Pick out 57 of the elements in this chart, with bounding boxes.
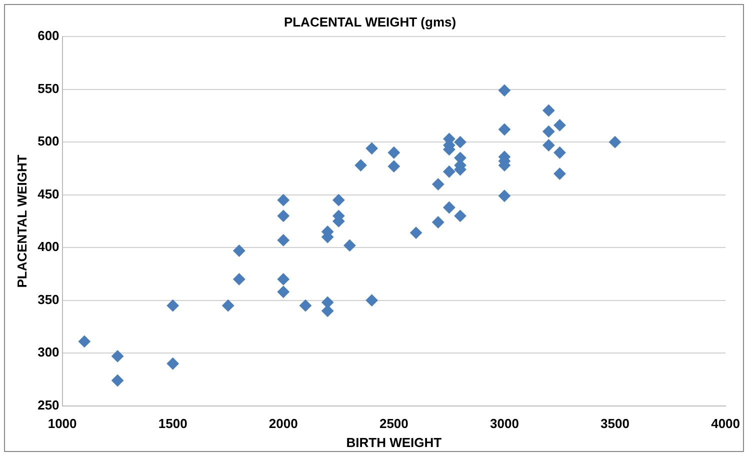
x-tick-label: 4000 xyxy=(711,416,740,432)
point xyxy=(112,350,124,362)
point xyxy=(554,146,566,159)
x-tick-label: 1500 xyxy=(158,416,188,432)
point xyxy=(443,166,456,178)
x-tick-label: 1000 xyxy=(48,416,77,432)
point xyxy=(344,239,356,252)
x-axis-title: BIRTH WEIGHT xyxy=(346,434,442,450)
point xyxy=(112,374,124,386)
point xyxy=(366,142,378,154)
y-tick-label: 450 xyxy=(38,186,60,202)
x-tick-label: 2000 xyxy=(268,416,298,432)
x-tick-label: 3500 xyxy=(600,416,630,432)
point xyxy=(322,296,334,308)
point xyxy=(498,123,510,136)
point xyxy=(542,139,555,152)
y-tick-label: 550 xyxy=(38,80,60,96)
chart-title: PLACENTAL WEIGHT (gms) xyxy=(284,14,456,30)
point xyxy=(542,126,555,138)
point xyxy=(277,210,290,222)
y-axis-title: PLACENTAL WEIGHT xyxy=(14,154,30,288)
point xyxy=(277,194,290,206)
point xyxy=(277,286,290,298)
point xyxy=(542,104,555,116)
point xyxy=(166,358,179,370)
point xyxy=(166,300,179,312)
point xyxy=(410,226,422,239)
x-tick-label: 2500 xyxy=(379,416,408,432)
point xyxy=(277,234,290,246)
point xyxy=(388,146,400,159)
point xyxy=(432,216,444,228)
point xyxy=(366,294,378,306)
y-tick-label: 500 xyxy=(38,134,60,149)
point xyxy=(233,273,246,286)
point xyxy=(432,178,444,190)
y-tick-label: 400 xyxy=(38,239,60,254)
y-tick-label: 350 xyxy=(38,292,60,307)
y-tick-label: 250 xyxy=(38,397,60,412)
point xyxy=(609,136,621,148)
y-tick-label: 300 xyxy=(38,344,60,360)
point xyxy=(277,273,290,286)
point xyxy=(498,84,510,96)
point xyxy=(388,160,400,172)
point xyxy=(354,159,367,172)
point xyxy=(498,190,510,202)
point xyxy=(222,300,234,312)
point xyxy=(78,335,90,348)
point xyxy=(554,168,566,180)
point xyxy=(233,244,246,257)
point xyxy=(454,136,466,148)
point xyxy=(299,300,312,312)
point xyxy=(332,194,345,206)
y-tick-label: 600 xyxy=(38,28,60,44)
point xyxy=(554,119,566,132)
point xyxy=(443,201,456,214)
x-tick-label: 3000 xyxy=(490,416,519,432)
point xyxy=(454,210,466,222)
